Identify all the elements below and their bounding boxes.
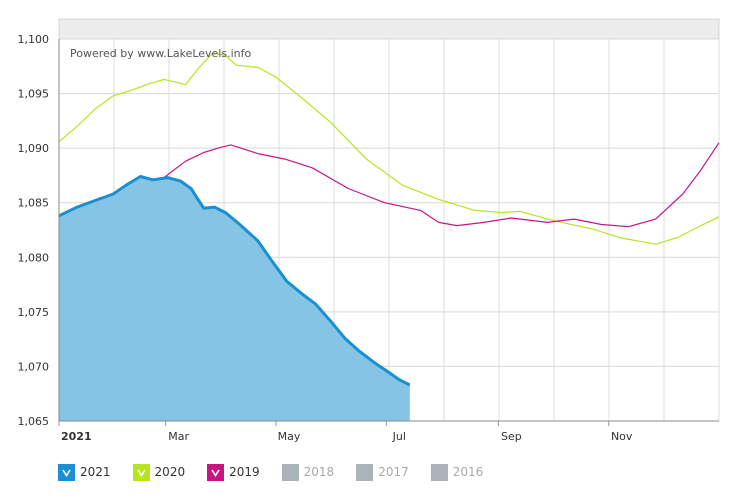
y-tick-label: 1,070 bbox=[18, 360, 50, 373]
axis-layer: 1,100 1,095 1,090 1,085 1,080 1,075 1,070 1,065… bbox=[18, 33, 719, 443]
legend-checkbox[interactable] bbox=[132, 463, 150, 481]
series-layer bbox=[58, 52, 720, 421]
series-2021-line[interactable] bbox=[58, 175, 411, 387]
x-tick-label: Jul bbox=[392, 430, 406, 443]
legend-label: 2017 bbox=[378, 465, 409, 479]
x-tick-label: 2021 bbox=[61, 430, 92, 443]
legend-checkbox[interactable] bbox=[58, 463, 75, 481]
legend-label: 2018 bbox=[303, 465, 335, 479]
x-tick-label: Mar bbox=[168, 430, 189, 443]
series-2021-area bbox=[59, 176, 410, 421]
checkmark-icon bbox=[136, 469, 146, 477]
lake-level-chart: Powered by www.LakeLevels.info 1,100 1,09… bbox=[18, 18, 720, 443]
checkmark-icon bbox=[62, 469, 71, 477]
x-tick-label: Nov bbox=[611, 430, 633, 443]
legend-checkbox[interactable] bbox=[356, 463, 374, 481]
legend-label: 2019 bbox=[229, 465, 260, 479]
y-tick-label: 1,085 bbox=[18, 197, 50, 210]
legend-label: 2016 bbox=[452, 465, 484, 479]
y-tick-label: 1,090 bbox=[18, 142, 50, 155]
legend-item-2018[interactable]: 2018 bbox=[281, 463, 335, 481]
legend-label: 2021 bbox=[80, 465, 111, 479]
y-tick-label: 1,100 bbox=[18, 33, 50, 46]
legend-item-2021[interactable]: 2021 bbox=[58, 463, 111, 481]
y-tick-label: 1,075 bbox=[18, 306, 50, 319]
chart-header-bar bbox=[58, 18, 720, 40]
legend-checkbox[interactable] bbox=[430, 463, 448, 481]
watermark-text[interactable]: Powered by www.LakeLevels.info bbox=[70, 47, 252, 60]
legend-item-2016[interactable]: 2016 bbox=[430, 463, 484, 481]
legend-item-2019[interactable]: 2019 bbox=[207, 463, 260, 481]
x-tick-label: Sep bbox=[501, 430, 522, 443]
legend-checkbox[interactable] bbox=[281, 463, 299, 481]
checkmark-icon bbox=[211, 469, 220, 477]
legend-item-2020[interactable]: 2020 bbox=[132, 463, 186, 481]
x-tick-label: May bbox=[278, 430, 301, 443]
legend-item-2017[interactable]: 2017 bbox=[356, 463, 409, 481]
y-tick-label: 1,065 bbox=[18, 415, 50, 428]
y-tick-label: 1,080 bbox=[18, 251, 50, 264]
legend-label: 2020 bbox=[154, 465, 186, 479]
chart-legend: 2021 2020 2019 2018 2017 2016 bbox=[58, 461, 505, 483]
legend-checkbox[interactable] bbox=[207, 463, 225, 481]
y-tick-label: 1,095 bbox=[18, 88, 50, 101]
series-2020-line[interactable] bbox=[58, 52, 720, 245]
